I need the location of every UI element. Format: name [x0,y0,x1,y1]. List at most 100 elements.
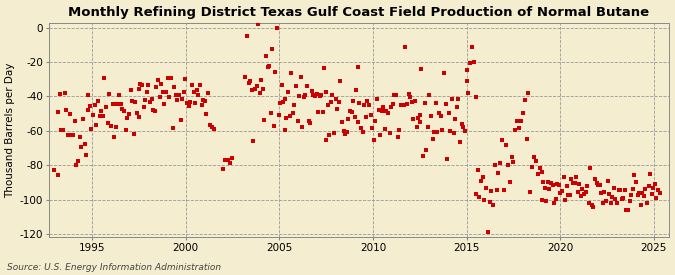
Point [434,110,445,115]
Point [55,92,65,97]
Point [149,109,160,113]
Point [288,111,298,116]
Point [378,105,389,109]
Point [477,175,488,179]
Point [486,189,497,193]
Point [261,54,271,59]
Point [94,114,105,118]
Point [594,183,605,187]
Point [136,83,147,87]
Point [251,84,262,88]
Point [484,199,495,204]
Point [165,75,176,80]
Point [157,90,168,94]
Point [441,157,452,161]
Point [504,180,515,184]
Point [627,187,638,191]
Point [640,187,651,191]
Point [497,138,508,143]
Point [313,109,323,114]
Point [603,192,614,197]
Point [300,93,311,98]
Point [550,197,561,202]
Point [117,106,128,111]
Point [632,192,643,197]
Point [340,132,350,136]
Point [461,68,472,72]
Point [589,177,600,181]
Point [447,97,458,102]
Point [68,133,78,138]
Point [569,181,580,185]
Point [252,22,263,26]
Point [317,110,328,114]
Point [544,187,555,191]
Point [387,102,398,106]
Point [297,125,308,130]
Point [468,59,479,64]
Point [310,93,321,98]
Point [151,84,162,89]
Point [190,101,200,105]
Point [196,103,207,107]
Point [391,93,402,98]
Point [311,92,322,96]
Point [491,188,502,192]
Point [193,93,204,97]
Point [205,123,215,127]
Point [254,91,265,95]
Point [616,197,627,201]
Point [601,199,612,203]
Point [209,127,219,131]
Point [246,88,257,92]
Point [424,92,435,97]
Point [624,199,635,204]
Point [649,182,660,186]
Point [541,199,551,203]
Point [495,161,506,165]
Point [566,177,577,182]
Point [49,167,60,172]
Point [105,123,116,128]
Point [362,99,373,104]
Point [400,45,411,50]
Point [375,133,385,137]
Point [432,130,443,134]
Point [483,230,493,234]
Point [588,205,599,210]
Point [453,97,464,101]
Point [370,119,381,123]
Point [554,183,564,188]
Point [270,70,281,74]
Point [103,121,113,125]
Point [162,76,173,80]
Point [153,78,163,82]
Point [294,94,304,98]
Point [351,87,362,92]
Point [74,135,85,139]
Point [133,115,144,119]
Point [571,175,582,179]
Point [350,115,360,119]
Point [357,130,368,134]
Point [104,92,115,96]
Point [245,79,256,83]
Point [562,184,572,188]
Point [53,110,63,114]
Point [564,193,575,197]
Point [316,93,327,97]
Point [523,91,534,95]
Point [405,95,416,100]
Point [426,114,437,118]
Point [470,95,481,99]
Point [172,98,183,102]
Point [298,95,309,99]
Point [654,190,665,195]
Point [53,173,63,177]
Point [373,108,384,112]
Point [81,153,92,157]
Point [533,172,543,176]
Point [132,111,142,115]
Point [476,179,487,184]
Point [120,127,131,132]
